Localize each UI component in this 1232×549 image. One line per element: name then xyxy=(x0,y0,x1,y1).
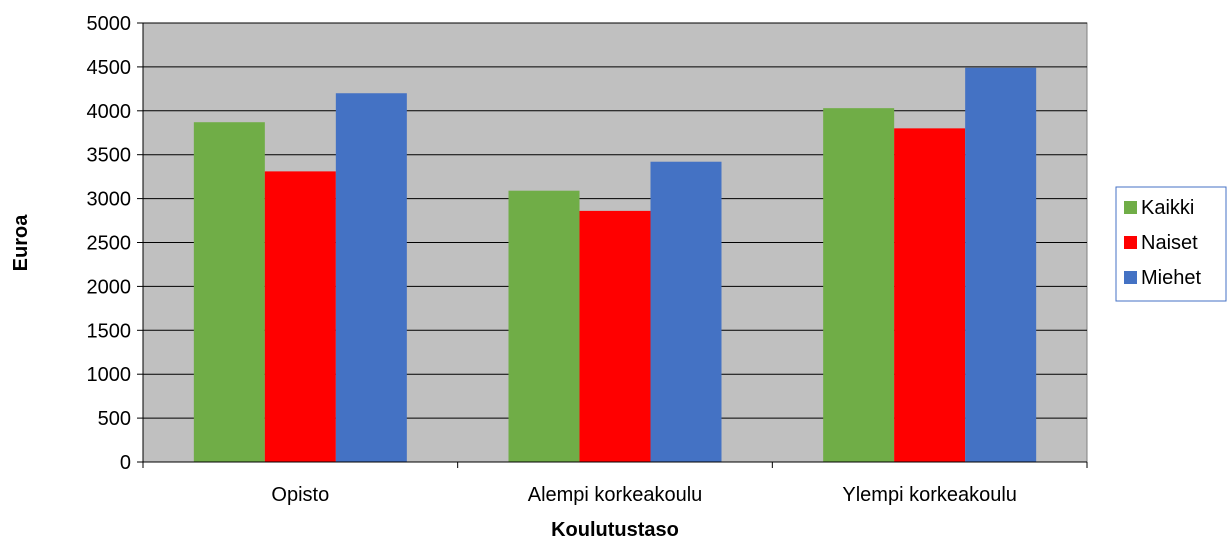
bar-naiset xyxy=(579,210,651,462)
y-tick-label: 1500 xyxy=(87,320,132,342)
y-tick-label: 3500 xyxy=(87,145,132,167)
bar-kaikki xyxy=(823,108,895,462)
bar-miehet xyxy=(650,161,722,462)
x-tick-label: Opisto xyxy=(271,484,329,506)
legend-label-kaikki: Kaikki xyxy=(1141,197,1194,219)
y-tick-label: 4000 xyxy=(87,101,132,123)
legend-label-naiset: Naiset xyxy=(1141,232,1198,254)
x-tick-labels: Opisto Alempi korkeakoulu Ylempi korkeakou… xyxy=(142,462,1088,506)
legend-swatch-miehet xyxy=(1124,271,1137,284)
legend-swatch-naiset xyxy=(1124,236,1137,249)
y-tick-label: 2000 xyxy=(87,276,132,298)
bar-miehet xyxy=(335,93,407,463)
y-axis-title: Euroa xyxy=(10,214,32,272)
y-tick-label: 3000 xyxy=(87,189,132,211)
x-tick-label: Ylempi korkeakoulu xyxy=(842,484,1017,506)
y-tick-labels: 0 500 1000 1500 2000 2500 3000 3500 4000 4500 5000 xyxy=(87,13,143,474)
bar-miehet xyxy=(965,67,1037,462)
bar-naiset xyxy=(264,171,336,462)
x-axis-title: Koulutustaso xyxy=(551,519,679,541)
bar-kaikki xyxy=(508,190,580,462)
bars xyxy=(193,67,1037,463)
y-tick-label: 500 xyxy=(98,408,131,430)
y-tick-label: 2500 xyxy=(87,233,132,255)
bar-kaikki xyxy=(193,122,265,463)
y-tick-label: 1000 xyxy=(87,364,132,386)
bar-naiset xyxy=(894,128,966,463)
legend-swatch-kaikki xyxy=(1124,201,1137,214)
y-tick-label: 0 xyxy=(120,452,131,474)
x-tick-label: Alempi korkeakoulu xyxy=(528,484,703,506)
y-tick-label: 4500 xyxy=(87,57,132,79)
y-tick-label: 5000 xyxy=(87,13,132,35)
legend-label-miehet: Miehet xyxy=(1141,267,1201,289)
legend: Kaikki Naiset Miehet xyxy=(1115,186,1227,302)
